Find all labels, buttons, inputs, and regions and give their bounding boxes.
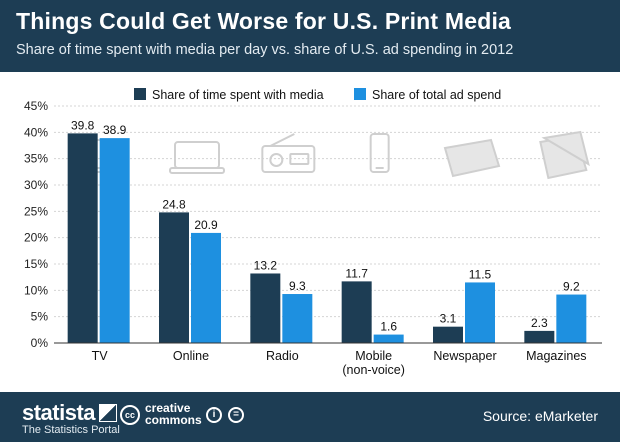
data-label: 2.3 <box>531 316 548 330</box>
chart-footer: statista The Statistics Portal cc creati… <box>0 392 620 442</box>
cc-logo-icon: cc <box>120 405 140 425</box>
data-label: 9.2 <box>563 280 580 294</box>
bar-ad-spend <box>282 294 313 343</box>
x-tick-label: TV <box>92 349 109 363</box>
x-tick-label: Online <box>173 349 209 363</box>
x-tick-label: Magazines <box>526 349 586 363</box>
data-label: 3.1 <box>440 312 457 326</box>
legend-swatch <box>134 88 146 100</box>
brand-name: statista <box>22 400 96 425</box>
x-tick-label: Newspaper <box>433 349 496 363</box>
y-tick-label: 40% <box>24 125 48 139</box>
bar-ad-spend <box>191 232 221 343</box>
icon-shape <box>443 138 501 178</box>
source-label: Source: eMarketer <box>482 408 598 424</box>
statista-logo[interactable]: statista <box>22 400 118 426</box>
bar-ad-spend <box>99 138 130 343</box>
data-label: 39.8 <box>71 118 95 132</box>
bar-ad-spend <box>373 334 404 343</box>
data-label: 24.8 <box>162 197 186 211</box>
legend-label: Share of time spent with media <box>152 88 324 102</box>
cc-noderivatives-icon: = <box>228 407 244 423</box>
legend-swatch <box>354 88 366 100</box>
icon-shape <box>541 130 590 167</box>
bar-time-spent <box>433 326 463 343</box>
bar-ad-spend <box>465 282 495 343</box>
icon-shape <box>269 153 284 167</box>
chart-area: 0% 5% 10% 15% 20% 25% 30% 35% 40% 45% Share of tim… <box>0 72 620 392</box>
legend-label: Share of total ad spend <box>372 88 501 102</box>
bar-time-spent <box>159 212 189 343</box>
icon-shape <box>369 133 390 173</box>
data-label: 11.7 <box>345 266 368 280</box>
bar-time-spent <box>67 133 98 343</box>
brand-tagline: The Statistics Portal <box>22 424 120 436</box>
data-label: 13.2 <box>254 258 278 272</box>
y-tick-label: 35% <box>24 152 48 166</box>
bar-time-spent <box>341 281 372 343</box>
x-tick-label: Radio <box>266 349 299 363</box>
data-label: 11.5 <box>469 267 492 281</box>
cc-line-1: creative <box>145 401 191 415</box>
bar-ad-spend <box>556 294 587 343</box>
bar-time-spent <box>524 330 555 343</box>
statista-mark-icon <box>99 404 118 422</box>
cc-text: creative commons <box>145 402 225 426</box>
icon-shape <box>269 133 295 147</box>
icon-shape <box>174 141 220 169</box>
cc-line-2: commons <box>145 413 202 427</box>
y-tick-label: 5% <box>31 310 49 324</box>
bar-time-spent <box>250 273 281 343</box>
cc-attribution-icon: i <box>206 407 222 423</box>
data-label: 1.6 <box>380 320 397 334</box>
y-tick-label: 45% <box>24 99 48 113</box>
data-label: 38.9 <box>103 123 127 137</box>
icon-shape <box>289 153 310 165</box>
y-tick-label: 30% <box>24 178 48 192</box>
icon-shape <box>169 167 225 174</box>
y-tick-label: 15% <box>24 257 48 271</box>
x-tick-label: Mobile <box>355 349 392 363</box>
icon-shape <box>261 145 316 173</box>
data-label: 9.3 <box>289 279 306 293</box>
bar-chart: 0% 5% 10% 15% 20% 25% 30% 35% 40% 45% Share of tim… <box>24 88 602 377</box>
x-tick-label: (non-voice) <box>342 363 405 377</box>
chart-subtitle: Share of time spent with media per day v… <box>16 42 514 58</box>
y-tick-label: 25% <box>24 204 48 218</box>
y-tick-label: 20% <box>24 231 48 245</box>
chart-header: Things Could Get Worse for U.S. Print Me… <box>0 0 620 72</box>
y-tick-label: 10% <box>24 283 48 297</box>
data-label: 20.9 <box>194 218 218 232</box>
chart-title: Things Could Get Worse for U.S. Print Me… <box>16 8 512 34</box>
y-tick-label: 0% <box>31 336 49 350</box>
